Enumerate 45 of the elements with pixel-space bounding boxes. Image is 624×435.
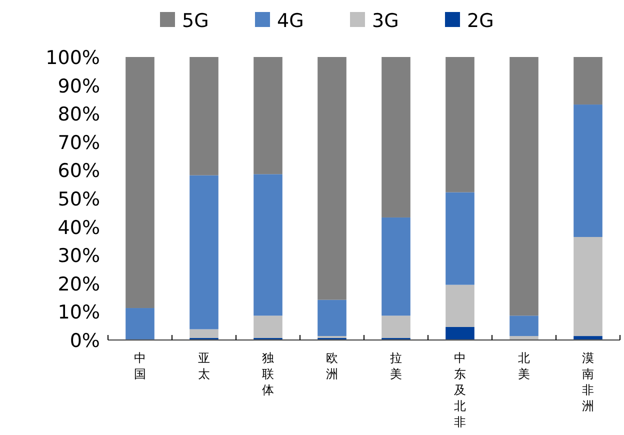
bar bbox=[190, 57, 218, 176]
bar bbox=[510, 57, 538, 316]
y-tick-label: 50% bbox=[58, 188, 100, 210]
bar bbox=[382, 316, 410, 338]
bar bbox=[382, 57, 410, 218]
x-tick-label: 亚太 bbox=[198, 351, 210, 381]
y-tick-label: 0% bbox=[70, 330, 100, 352]
bar bbox=[126, 57, 154, 308]
y-tick-label: 30% bbox=[58, 245, 100, 268]
bar bbox=[446, 192, 474, 285]
legend-label: 4G bbox=[277, 10, 304, 32]
bar bbox=[446, 326, 474, 340]
bar bbox=[574, 57, 602, 105]
bar bbox=[126, 308, 154, 340]
bar bbox=[254, 174, 282, 316]
bar bbox=[190, 175, 218, 330]
y-tick-label: 60% bbox=[58, 160, 100, 182]
x-tick-label: 拉美 bbox=[390, 351, 402, 381]
y-tick-label: 20% bbox=[58, 273, 100, 296]
bar bbox=[318, 300, 346, 336]
x-tick-label: 欧洲 bbox=[326, 351, 338, 381]
bar bbox=[574, 104, 602, 237]
y-tick-label: 70% bbox=[58, 132, 100, 154]
legend-label: 3G bbox=[372, 10, 399, 32]
y-tick-label: 80% bbox=[58, 104, 100, 126]
x-tick-label: 漠南非洲 bbox=[582, 351, 594, 413]
y-tick-label: 40% bbox=[58, 216, 100, 239]
bar bbox=[254, 316, 282, 338]
bar bbox=[574, 236, 602, 336]
y-tick-label: 90% bbox=[58, 75, 100, 98]
legend-label: 5G bbox=[182, 10, 209, 32]
bar bbox=[446, 57, 474, 192]
x-tick-label: 独联体 bbox=[262, 351, 274, 397]
bar bbox=[510, 316, 538, 336]
bar bbox=[318, 57, 346, 300]
bar bbox=[190, 329, 218, 338]
y-tick-label: 100% bbox=[46, 47, 100, 69]
bar bbox=[254, 57, 282, 174]
bar bbox=[446, 284, 474, 327]
bar bbox=[382, 217, 410, 316]
x-tick-label: 中东及北非 bbox=[454, 351, 466, 429]
legend-label: 2G bbox=[467, 10, 494, 32]
y-tick-label: 10% bbox=[58, 302, 100, 324]
x-tick-label: 中国 bbox=[134, 351, 146, 381]
x-tick-label: 北美 bbox=[518, 351, 530, 381]
